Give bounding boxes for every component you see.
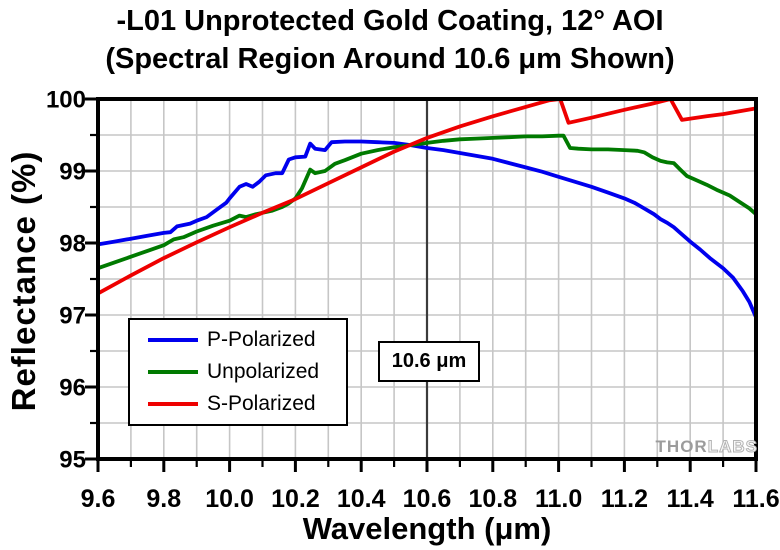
y-tick-label: 98 <box>59 231 86 258</box>
x-axis-title: Wavelength (μm) <box>302 511 552 546</box>
legend-line-sample-p-polarized <box>148 338 198 342</box>
x-tick-label: 10.0 <box>205 485 254 513</box>
series-line-s-polarized <box>97 97 757 296</box>
y-tick-label: 99 <box>59 159 86 186</box>
y-tick-label: 97 <box>59 303 86 330</box>
x-tick-label: 10.8 <box>468 485 517 513</box>
x-tick-label: 10.2 <box>271 485 320 513</box>
legend-label: S-Polarized <box>207 392 316 415</box>
thorlabs-watermark-thor: THOR <box>655 437 708 456</box>
y-tick-label: 96 <box>59 375 86 402</box>
legend-entry: S-Polarized <box>130 392 346 416</box>
legend-line-sample-s-polarized <box>148 402 198 406</box>
legend-entry: P-Polarized <box>130 328 346 352</box>
chart-title-line-1: -L01 Unprotected Gold Coating, 12° AOI <box>116 5 664 37</box>
x-tick-label: 10.6 <box>403 485 452 513</box>
legend-entry: Unpolarized <box>130 360 346 384</box>
y-axis-title: Reflectance (%) <box>5 150 42 412</box>
legend-line-sample-unpolarized <box>148 370 198 374</box>
x-tick-label: 10.4 <box>337 485 386 513</box>
series-line-p-polarized <box>97 139 757 320</box>
x-tick-label: 11.6 <box>732 485 779 513</box>
y-tick-label: 100 <box>46 87 86 114</box>
chart-title-line-2: (Spectral Region Around 10.6 μm Shown) <box>105 43 675 75</box>
thorlabs-watermark: THORLABS <box>648 437 758 457</box>
wavelength-annotation-box: 10.6 μm <box>378 341 480 382</box>
x-tick-label: 9.6 <box>81 485 116 513</box>
thorlabs-watermark-labs: LABS <box>707 437 758 457</box>
x-tick-label: 11.2 <box>601 485 648 513</box>
y-tick-label: 95 <box>59 447 86 474</box>
plot-frame <box>96 97 758 461</box>
legend-label: P-Polarized <box>207 328 316 351</box>
legend-label: Unpolarized <box>207 360 320 383</box>
x-tick-label: 11.4 <box>667 485 714 513</box>
x-tick-label: 9.8 <box>146 485 181 513</box>
series-line-unpolarized <box>97 133 757 271</box>
legend: P-Polarized Unpolarized S-Polarized <box>128 318 348 426</box>
x-tick-label: 11.0 <box>535 485 582 513</box>
